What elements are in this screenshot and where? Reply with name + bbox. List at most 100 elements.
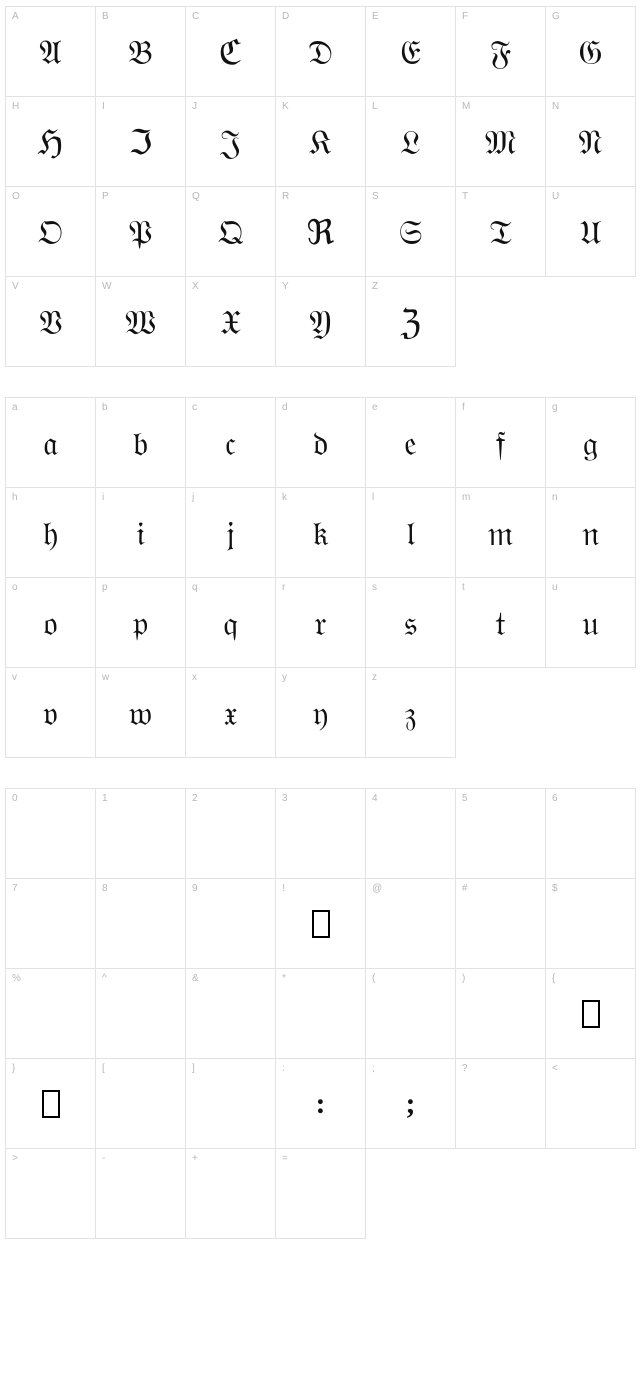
char-cell[interactable]: D𝔇 — [276, 7, 366, 97]
char-cell[interactable]: } — [6, 1059, 96, 1149]
char-cell[interactable]: 5 — [456, 789, 546, 879]
char-cell[interactable]: Y𝔜 — [276, 277, 366, 367]
char-cell[interactable]: 2 — [186, 789, 276, 879]
char-cell[interactable]: E𝔈 — [366, 7, 456, 97]
char-cell[interactable]: r𝔯 — [276, 578, 366, 668]
char-cell[interactable]: b𝔟 — [96, 398, 186, 488]
char-cell[interactable]: B𝔅 — [96, 7, 186, 97]
char-cell[interactable]: Hℌ — [6, 97, 96, 187]
char-cell[interactable]: 3 — [276, 789, 366, 879]
glyph: 𝔩 — [406, 516, 415, 550]
char-cell[interactable]: o𝔬 — [6, 578, 96, 668]
char-cell[interactable]: 7 — [6, 879, 96, 969]
char-cell[interactable]: O𝔒 — [6, 187, 96, 277]
char-cell[interactable]: [ — [96, 1059, 186, 1149]
char-cell[interactable]: K𝔎 — [276, 97, 366, 187]
char-cell[interactable]: e𝔢 — [366, 398, 456, 488]
char-cell[interactable]: 4 — [366, 789, 456, 879]
char-cell[interactable]: = — [276, 1149, 366, 1239]
char-cell[interactable]: ] — [186, 1059, 276, 1149]
char-cell[interactable]: z𝔷 — [366, 668, 456, 758]
char-cell[interactable]: w𝔴 — [96, 668, 186, 758]
char-label: a — [12, 402, 18, 413]
char-cell[interactable]: Cℭ — [186, 7, 276, 97]
char-cell[interactable]: $ — [546, 879, 636, 969]
char-cell[interactable]: d𝔡 — [276, 398, 366, 488]
char-cell[interactable]: g𝔤 — [546, 398, 636, 488]
char-label: 4 — [372, 793, 378, 804]
char-cell[interactable]: a𝔞 — [6, 398, 96, 488]
glyph: 𝔔 — [218, 215, 243, 249]
char-cell[interactable]: T𝔗 — [456, 187, 546, 277]
char-cell[interactable]: > — [6, 1149, 96, 1239]
char-cell[interactable]: l𝔩 — [366, 488, 456, 578]
char-cell[interactable]: V𝔙 — [6, 277, 96, 367]
char-cell[interactable]: y𝔶 — [276, 668, 366, 758]
char-cell[interactable]: ( — [366, 969, 456, 1059]
char-cell[interactable]: ? — [456, 1059, 546, 1149]
char-cell[interactable]: j𝔧 — [186, 488, 276, 578]
char-cell[interactable]: p𝔭 — [96, 578, 186, 668]
char-cell[interactable]: m𝔪 — [456, 488, 546, 578]
char-cell[interactable]: x𝔵 — [186, 668, 276, 758]
char-cell[interactable]: :: — [276, 1059, 366, 1149]
char-cell[interactable]: v𝔳 — [6, 668, 96, 758]
char-cell[interactable]: # — [456, 879, 546, 969]
char-cell[interactable]: W𝔚 — [96, 277, 186, 367]
char-label: x — [192, 672, 197, 683]
char-cell[interactable]: < — [546, 1059, 636, 1149]
char-cell[interactable]: 1 — [96, 789, 186, 879]
char-cell[interactable]: s𝔰 — [366, 578, 456, 668]
char-label: 0 — [12, 793, 18, 804]
char-cell[interactable]: { — [546, 969, 636, 1059]
char-cell[interactable]: Rℜ — [276, 187, 366, 277]
char-cell[interactable]: J𝔍 — [186, 97, 276, 187]
char-cell[interactable]: ! — [276, 879, 366, 969]
char-cell[interactable]: f𝔣 — [456, 398, 546, 488]
char-cell[interactable]: @ — [366, 879, 456, 969]
char-cell[interactable]: 0 — [6, 789, 96, 879]
char-cell[interactable]: M𝔐 — [456, 97, 546, 187]
char-cell[interactable]: i𝔦 — [96, 488, 186, 578]
char-cell[interactable]: A𝔄 — [6, 7, 96, 97]
char-cell[interactable]: u𝔲 — [546, 578, 636, 668]
char-cell[interactable]: S𝔖 — [366, 187, 456, 277]
char-cell[interactable]: q𝔮 — [186, 578, 276, 668]
char-label: O — [12, 191, 20, 202]
char-cell[interactable]: Iℑ — [96, 97, 186, 187]
char-cell[interactable]: k𝔨 — [276, 488, 366, 578]
section-symbols: 0 1234 56789!@#$%^&*(){}[]::;;?<>-+= — [5, 788, 635, 1239]
empty-cell — [456, 1149, 546, 1239]
char-cell[interactable]: U𝔘 — [546, 187, 636, 277]
glyph: ; — [406, 1089, 416, 1119]
empty-cell — [546, 1149, 636, 1239]
char-cell[interactable]: 6 — [546, 789, 636, 879]
char-cell[interactable]: N𝔑 — [546, 97, 636, 187]
char-cell[interactable]: L𝔏 — [366, 97, 456, 187]
glyph: 𝔴 — [129, 696, 152, 730]
char-cell[interactable]: ^ — [96, 969, 186, 1059]
char-cell[interactable]: n𝔫 — [546, 488, 636, 578]
char-cell[interactable]: 8 — [96, 879, 186, 969]
char-cell[interactable]: - — [96, 1149, 186, 1239]
glyph: 𝔛 — [220, 305, 241, 339]
empty-cell — [546, 668, 636, 758]
char-cell[interactable]: ;; — [366, 1059, 456, 1149]
char-cell[interactable]: c𝔠 — [186, 398, 276, 488]
char-cell[interactable]: Zℨ — [366, 277, 456, 367]
char-cell[interactable]: + — [186, 1149, 276, 1239]
char-cell[interactable]: % — [6, 969, 96, 1059]
glyph: 𝔊 — [578, 35, 602, 69]
char-cell[interactable]: ) — [456, 969, 546, 1059]
char-cell[interactable]: & — [186, 969, 276, 1059]
char-cell[interactable]: * — [276, 969, 366, 1059]
char-cell[interactable]: t𝔱 — [456, 578, 546, 668]
char-label: n — [552, 492, 558, 503]
char-cell[interactable]: F𝔉 — [456, 7, 546, 97]
char-cell[interactable]: Q𝔔 — [186, 187, 276, 277]
char-cell[interactable]: P𝔓 — [96, 187, 186, 277]
char-cell[interactable]: X𝔛 — [186, 277, 276, 367]
char-cell[interactable]: 9 — [186, 879, 276, 969]
char-cell[interactable]: G𝔊 — [546, 7, 636, 97]
char-cell[interactable]: h𝔥 — [6, 488, 96, 578]
